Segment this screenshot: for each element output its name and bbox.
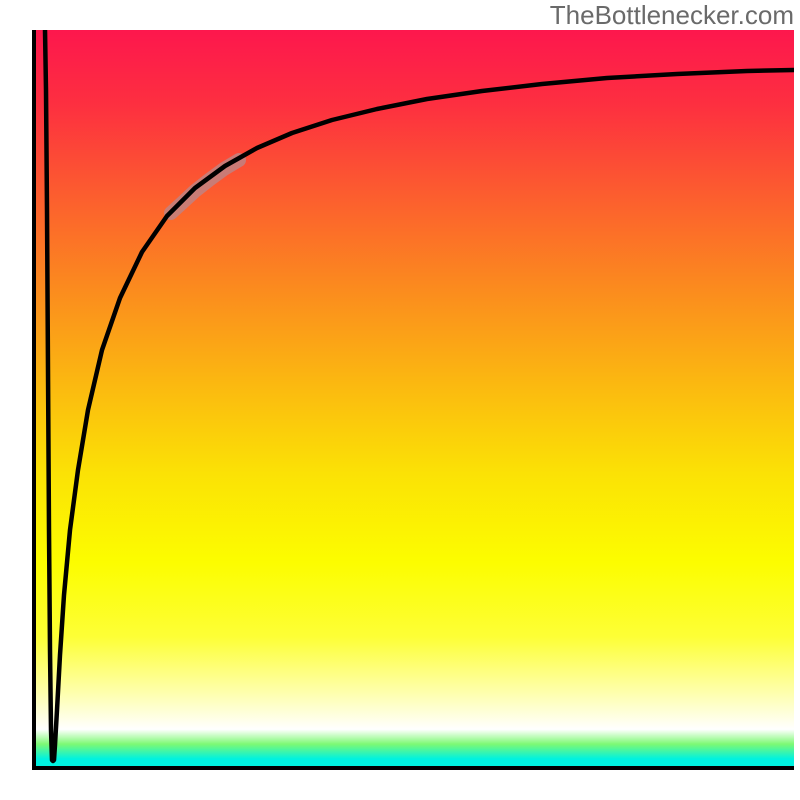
watermark-text: TheBottlenecker.com [550,0,794,31]
gradient-background [32,30,794,770]
x-axis [32,766,794,770]
y-axis [32,30,36,770]
chart-stage: TheBottlenecker.com [0,0,800,800]
plot-area [32,30,794,770]
